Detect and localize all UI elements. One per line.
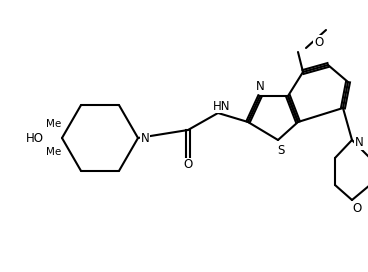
Text: N: N — [256, 81, 264, 94]
Text: O: O — [183, 159, 192, 172]
Text: O: O — [353, 202, 362, 215]
Text: Me: Me — [46, 147, 61, 157]
Text: HO: HO — [26, 131, 44, 144]
Text: N: N — [141, 131, 149, 144]
Text: S: S — [277, 144, 285, 156]
Text: HN: HN — [213, 100, 231, 113]
Text: O: O — [314, 36, 323, 48]
Text: N: N — [355, 137, 363, 150]
Text: Me: Me — [46, 119, 61, 129]
